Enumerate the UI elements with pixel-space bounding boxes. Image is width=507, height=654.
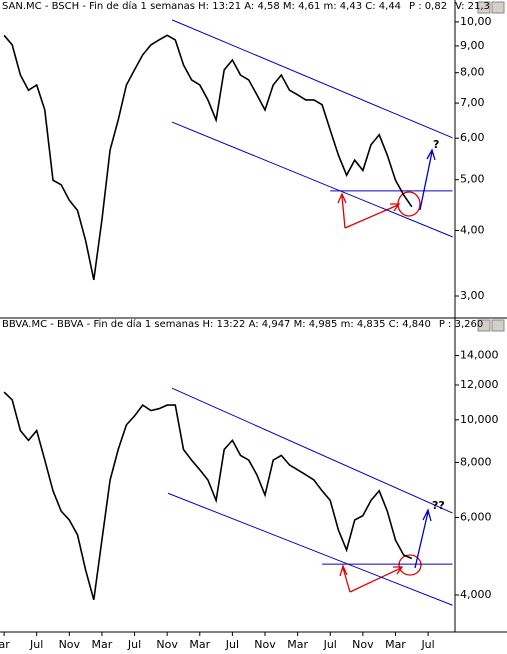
header-title: BBVA.MC - BBVA - Fin de día 1 semanas H:…	[2, 318, 431, 330]
icon[interactable]	[477, 1, 491, 14]
arrow	[337, 192, 347, 229]
trend-line	[171, 387, 453, 514]
circle	[398, 554, 422, 576]
y-tick-label: 8,00	[460, 66, 485, 79]
x-tick-label: Mar	[385, 638, 406, 651]
y-tick-label: 14,000	[460, 349, 499, 362]
header-change: P : 3,260	[439, 319, 483, 330]
y-tick-label: 6,000	[460, 510, 492, 523]
x-tick-label: Mar	[92, 638, 113, 651]
trend-line	[171, 121, 453, 238]
trend-line	[171, 19, 453, 139]
x-tick-label: ar	[0, 638, 10, 651]
window-icons	[477, 1, 505, 332]
header-change: P : 0,82	[409, 1, 447, 12]
icon[interactable]	[491, 319, 505, 332]
y-tick-label: 12,000	[460, 378, 499, 391]
price-line	[3, 391, 413, 601]
x-tick-label: Jul	[29, 638, 43, 651]
x-tick-label: Nov	[254, 638, 276, 651]
blue-arrows	[414, 148, 436, 569]
y-tick-label: 9,00	[460, 39, 485, 52]
arrow	[339, 564, 351, 593]
annotation: ??	[432, 499, 445, 512]
trend-line	[167, 492, 453, 606]
circle	[397, 191, 421, 217]
y-tick-label: 4,00	[460, 224, 485, 237]
header-title: SAN.MC - BSCH - Fin de día 1 semanas H: …	[2, 0, 401, 12]
y-tick-label: 8,000	[460, 455, 492, 468]
x-tick-label: Jul	[323, 638, 337, 651]
x-tick-label: Jul	[225, 638, 239, 651]
header-volume: V: 21,3	[455, 1, 490, 12]
x-tick-label: Nov	[59, 638, 81, 651]
annotation: ?	[433, 138, 439, 151]
y-tick-label: 7,00	[460, 96, 485, 109]
y-tick-label: 6,00	[460, 131, 485, 144]
arrow	[414, 508, 432, 569]
y-tick-label: 10,00	[460, 15, 492, 28]
x-tick-label: Nov	[156, 638, 178, 651]
arrow	[344, 203, 401, 229]
x-tick-label: Mar	[189, 638, 210, 651]
y-tick-label: 10,000	[460, 413, 499, 426]
y-tick-label: 4,000	[460, 588, 492, 601]
icon[interactable]	[477, 319, 491, 332]
arrow	[349, 566, 404, 593]
x-tick-label: Jul	[420, 638, 434, 651]
price-line	[3, 34, 413, 281]
icon[interactable]	[491, 1, 505, 14]
arrow	[419, 148, 436, 211]
y-tick-label: 5,00	[460, 173, 485, 186]
x-tick-label: Mar	[287, 638, 308, 651]
y-tick-label: 3,00	[460, 289, 485, 302]
x-tick-label: Jul	[127, 638, 141, 651]
red-arrows	[337, 191, 422, 593]
x-tick-label: Nov	[352, 638, 374, 651]
